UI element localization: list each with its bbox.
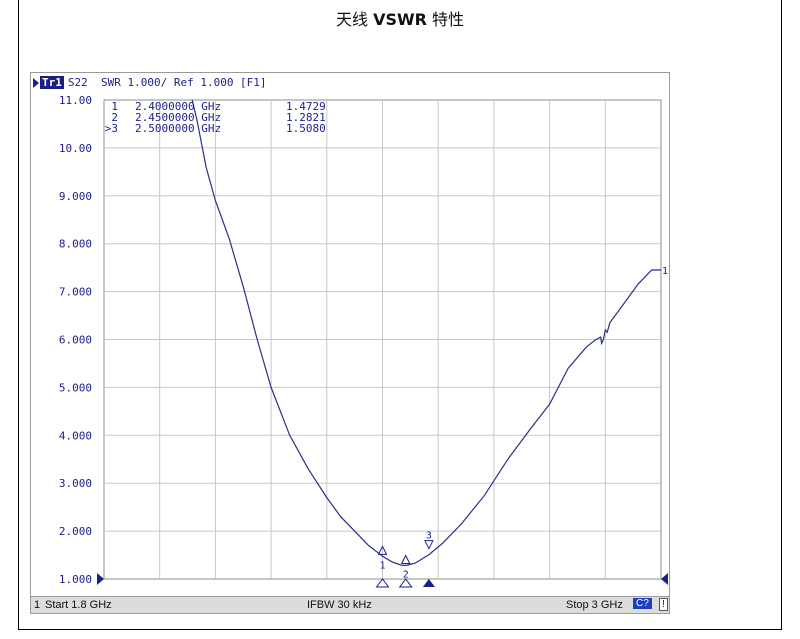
marker-table-id: 2 <box>111 111 118 124</box>
marker-table-value: 1.5080 <box>286 122 326 135</box>
marker-triangle-icon <box>400 554 411 564</box>
marker-table-frequency: 2.4500000 GHz <box>135 111 221 124</box>
y-tick-label: 8.000 <box>59 238 92 251</box>
warning-icon[interactable]: ! <box>659 598 668 611</box>
y-tick-label: 9.000 <box>59 190 92 203</box>
y-tick-label: 10.00 <box>59 142 92 155</box>
page-frame <box>18 0 782 630</box>
stimulus-marker-icon <box>422 579 435 587</box>
channel-number[interactable]: 1 <box>34 599 41 611</box>
calibration-status-badge[interactable]: C? <box>633 598 652 609</box>
trace-settings-text: S22 SWR 1.000/ Ref 1.000 [F1] <box>67 76 267 89</box>
page-title: 天线 VSWR 特性 <box>0 6 800 30</box>
y-tick-label: 2.000 <box>59 525 92 538</box>
y-tick-label: 4.000 <box>59 429 92 442</box>
ifbw-setting[interactable]: IFBW 30 kHz <box>307 599 372 611</box>
y-tick-label: 6.000 <box>59 334 92 347</box>
marker-label: 3 <box>426 531 432 542</box>
y-tick-label: 3.000 <box>59 477 92 490</box>
marker-table-value: 1.2821 <box>286 111 326 124</box>
vswr-plot: 11.00 10.00 9.000 8.000 7.000 6.000 5.000 4.000… <box>59 94 668 588</box>
stop-frequency[interactable]: Stop 3 GHz <box>566 599 623 611</box>
trace-header[interactable]: Tr1 S22 SWR 1.000/ Ref 1.000 [F1] <box>33 75 267 90</box>
marker-table-frequency: 2.4000000 GHz <box>135 100 221 113</box>
marker-table-id: 1 <box>111 100 118 113</box>
title-cn-left: 天线 <box>335 10 368 29</box>
stimulus-marker-icon <box>375 578 390 588</box>
marker-label: 2 <box>403 569 409 580</box>
marker-table-value: 1.4729 <box>286 100 326 113</box>
swr-trace-line <box>191 99 661 567</box>
active-trace-arrow-icon <box>33 77 39 88</box>
y-tick-label: 5.000 <box>59 381 92 394</box>
stimulus-marker-icon <box>398 578 413 588</box>
ref-level-right-icon <box>661 573 668 585</box>
marker-triangle-icon <box>424 540 434 550</box>
title-cn-right: 特性 <box>432 10 465 29</box>
marker-table-frequency: 2.5000000 GHz <box>135 122 221 135</box>
trace-badge[interactable]: Tr1 <box>40 76 64 89</box>
start-frequency[interactable]: Start 1.8 GHz <box>45 599 112 611</box>
title-vswr: VSWR <box>373 10 427 29</box>
ref-level-left-icon <box>97 573 104 585</box>
marker-triangle-icon <box>377 545 388 555</box>
marker-table-id: >3 <box>105 122 118 135</box>
y-tick-label: 11.00 <box>59 94 92 107</box>
marker-label: 1 <box>380 560 386 571</box>
y-tick-label: 1.000 <box>59 573 92 586</box>
status-bar: 1 Start 1.8 GHz IFBW 30 kHz Stop 3 GHz C… <box>31 596 669 613</box>
trace-end-label: 1 <box>662 266 668 277</box>
analyzer-window: Tr1 S22 SWR 1.000/ Ref 1.000 [F1] 11.00 1… <box>30 72 670 614</box>
y-tick-label: 7.000 <box>59 286 92 299</box>
